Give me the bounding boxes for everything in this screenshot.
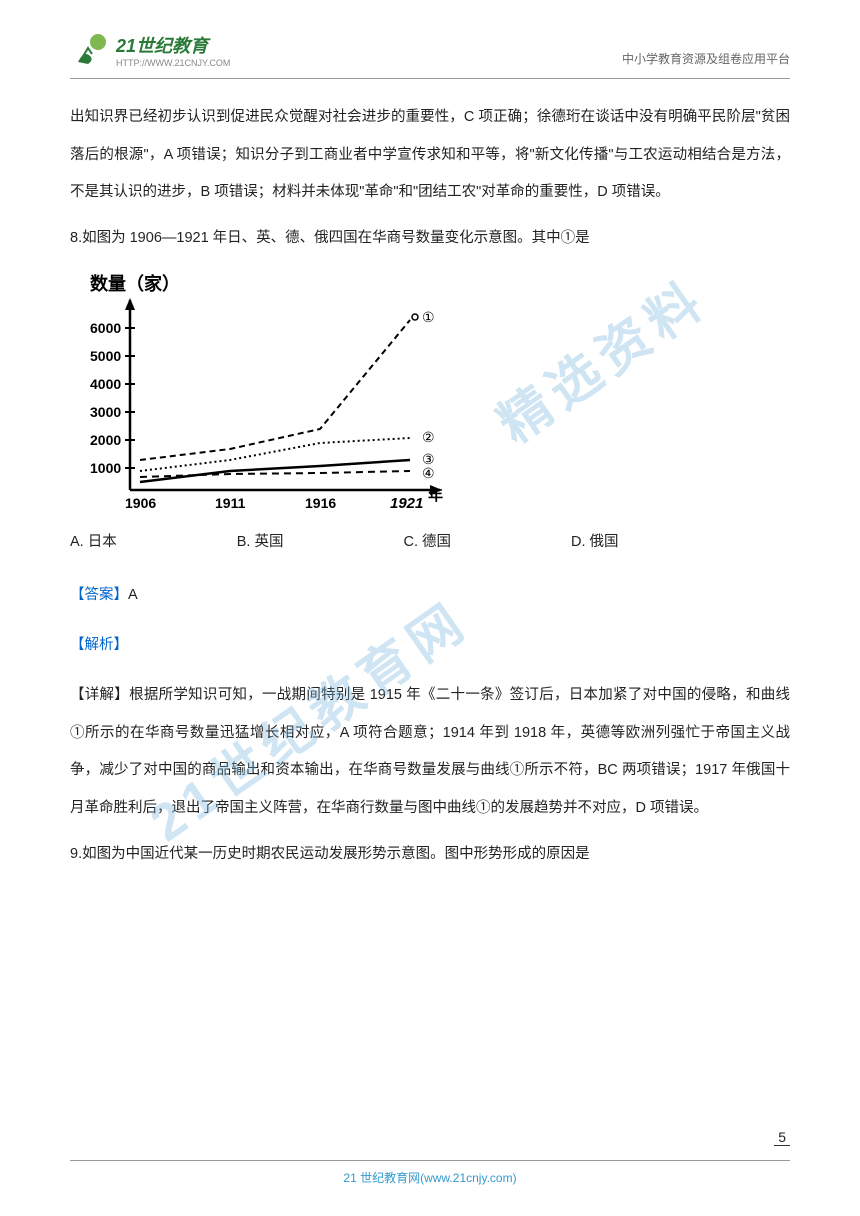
option-b: B. 英国 — [237, 524, 284, 562]
option-d: D. 俄国 — [571, 524, 619, 562]
answer-line: 【答案】A — [70, 577, 790, 615]
svg-text:5000: 5000 — [90, 348, 121, 364]
answer-value: A — [128, 587, 138, 603]
question-8-intro: 8.如图为 1906—1921 年日、英、德、俄四国在华商号数量变化示意图。其中… — [70, 220, 790, 258]
line-chart-svg: 数量（家） 1000 2000 3000 4000 5000 6000 1906… — [70, 270, 470, 520]
logo: 21世纪教育 HTTP://WWW.21CNJY.COM — [70, 30, 230, 70]
paragraph-continuation: 出知识界已经初步认识到促进民众觉醒对社会进步的重要性，C 项正确；徐德珩在谈话中… — [70, 99, 790, 212]
analysis-label: 【解析】 — [70, 627, 790, 665]
svg-text:1916: 1916 — [305, 495, 336, 511]
footer: 21 世纪教育网(www.21cnjy.com) — [70, 1160, 790, 1186]
svg-text:6000: 6000 — [90, 320, 121, 336]
svg-text:①: ① — [422, 309, 435, 325]
options-row: A. 日本 B. 英国 C. 德国 D. 俄国 — [70, 524, 790, 562]
logo-cn: 21世纪教育 — [116, 32, 230, 58]
logo-icon — [70, 30, 110, 70]
svg-text:1906: 1906 — [125, 495, 156, 511]
chart-q8: 数量（家） 1000 2000 3000 4000 5000 6000 1906… — [70, 270, 470, 520]
svg-text:1000: 1000 — [90, 460, 121, 476]
question-9-intro: 9.如图为中国近代某一历史时期农民运动发展形势示意图。图中形势形成的原因是 — [70, 836, 790, 874]
logo-url: HTTP://WWW.21CNJY.COM — [116, 58, 230, 68]
svg-text:②: ② — [422, 429, 435, 445]
content-body: 出知识界已经初步认识到促进民众觉醒对社会进步的重要性，C 项正确；徐德珩在谈话中… — [70, 99, 790, 873]
page-number: 5 — [774, 1129, 790, 1146]
option-c: C. 德国 — [403, 524, 451, 562]
svg-text:2000: 2000 — [90, 432, 121, 448]
header-subtitle: 中小学教育资源及组卷应用平台 — [622, 50, 790, 67]
svg-text:年: 年 — [428, 486, 443, 504]
answer-label: 【答案】 — [70, 587, 128, 603]
svg-text:④: ④ — [422, 465, 435, 481]
option-a: A. 日本 — [70, 524, 117, 562]
svg-text:数量（家）: 数量（家） — [90, 273, 180, 294]
svg-text:4000: 4000 — [90, 376, 121, 392]
logo-text: 21世纪教育 HTTP://WWW.21CNJY.COM — [116, 32, 230, 68]
svg-text:1921: 1921 — [390, 495, 423, 512]
detail-paragraph: 【详解】根据所学知识可知，一战期间特别是 1915 年《二十一条》签订后，日本加… — [70, 677, 790, 828]
svg-text:1911: 1911 — [215, 495, 246, 511]
page-header: 21世纪教育 HTTP://WWW.21CNJY.COM 中小学教育资源及组卷应… — [70, 30, 790, 79]
svg-text:3000: 3000 — [90, 404, 121, 420]
